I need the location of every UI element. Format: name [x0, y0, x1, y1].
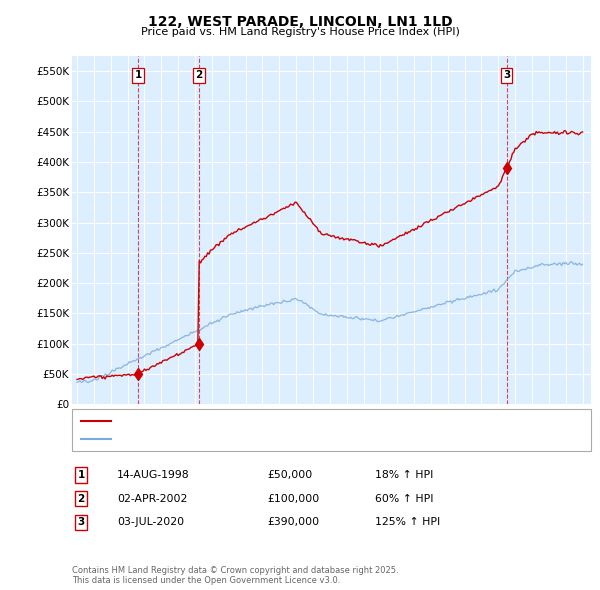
- Text: 1: 1: [134, 70, 142, 80]
- Text: HPI: Average price, semi-detached house, Lincoln: HPI: Average price, semi-detached house,…: [116, 434, 363, 444]
- Text: £50,000: £50,000: [267, 470, 312, 480]
- Text: Contains HM Land Registry data © Crown copyright and database right 2025.
This d: Contains HM Land Registry data © Crown c…: [72, 566, 398, 585]
- Text: £100,000: £100,000: [267, 494, 319, 503]
- Text: 1: 1: [77, 470, 85, 480]
- Text: £390,000: £390,000: [267, 517, 319, 527]
- Text: 2: 2: [77, 494, 85, 503]
- Text: 02-APR-2002: 02-APR-2002: [117, 494, 187, 503]
- Text: 18% ↑ HPI: 18% ↑ HPI: [375, 470, 433, 480]
- Text: 3: 3: [77, 517, 85, 527]
- Text: 03-JUL-2020: 03-JUL-2020: [117, 517, 184, 527]
- Text: 2: 2: [196, 70, 203, 80]
- Text: 125% ↑ HPI: 125% ↑ HPI: [375, 517, 440, 527]
- Text: 14-AUG-1998: 14-AUG-1998: [117, 470, 190, 480]
- Text: Price paid vs. HM Land Registry's House Price Index (HPI): Price paid vs. HM Land Registry's House …: [140, 27, 460, 37]
- Text: 122, WEST PARADE, LINCOLN, LN1 1LD (semi-detached house): 122, WEST PARADE, LINCOLN, LN1 1LD (semi…: [116, 416, 429, 426]
- Text: 122, WEST PARADE, LINCOLN, LN1 1LD: 122, WEST PARADE, LINCOLN, LN1 1LD: [148, 15, 452, 29]
- Text: 60% ↑ HPI: 60% ↑ HPI: [375, 494, 433, 503]
- Text: 3: 3: [503, 70, 511, 80]
